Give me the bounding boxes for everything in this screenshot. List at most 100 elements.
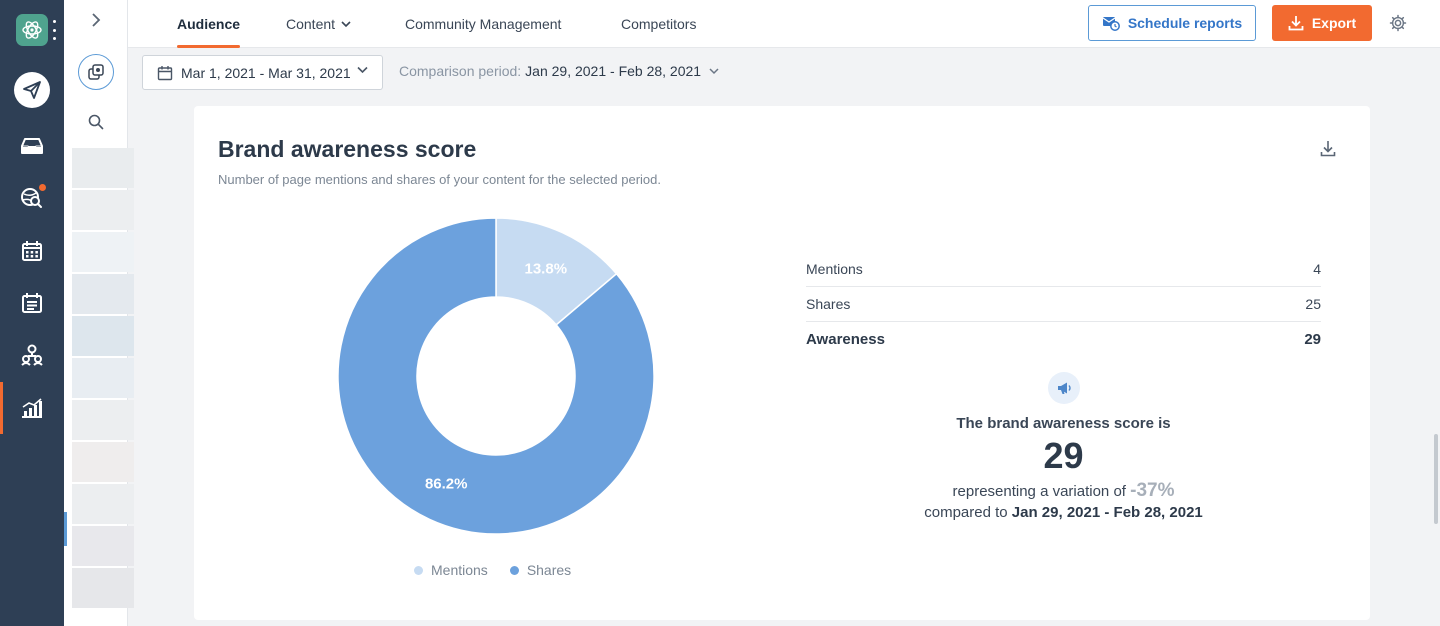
legend-swatch [509, 565, 519, 575]
slice-label-shares: 86.2% [425, 476, 468, 493]
account-thumbnail[interactable] [72, 442, 134, 482]
account-thumbnail[interactable] [72, 484, 134, 524]
team-network-icon [21, 344, 43, 366]
legend-item-shares[interactable]: Shares [509, 562, 572, 578]
metric-label: Mentions [806, 261, 863, 277]
legend-swatch [414, 565, 423, 575]
search-accounts-button[interactable] [86, 112, 106, 132]
account-thumbnail[interactable] [72, 358, 134, 398]
card-subtitle: Number of page mentions and shares of yo… [218, 172, 661, 187]
legend-label: Shares [526, 562, 572, 578]
inbox-icon [21, 138, 43, 154]
nav-inbox[interactable] [14, 128, 50, 164]
download-icon [1320, 140, 1336, 156]
tab-label: Content [286, 16, 336, 32]
metric-value: 4 [1313, 261, 1321, 277]
tab-label: Competitors [621, 16, 697, 32]
comparison-label: Comparison period: [399, 63, 522, 79]
donut-slice-shares[interactable] [337, 217, 655, 535]
comparison-line: compared to Jan 29, 2021 - Feb 28, 2021 [806, 504, 1321, 521]
slice-label-mentions: 13.8% [525, 260, 568, 277]
paper-plane-icon [23, 81, 41, 99]
compared-prefix: compared to [924, 504, 1008, 521]
account-column [64, 0, 134, 626]
settings-button[interactable] [1388, 13, 1408, 33]
bar-chart-icon [22, 398, 42, 418]
globe-search-icon [21, 188, 42, 208]
tab-community-management[interactable]: Community Management [405, 0, 561, 48]
tab-label: Audience [177, 16, 241, 32]
tab-label: Community Management [405, 16, 562, 32]
account-thumbnail[interactable] [72, 568, 134, 608]
envelope-clock-icon [1102, 17, 1120, 31]
export-label: Export [1311, 15, 1357, 31]
nav-publish[interactable] [14, 72, 50, 108]
chevron-right-icon [92, 13, 101, 27]
comparison-value: Jan 29, 2021 - Feb 28, 2021 [525, 63, 702, 79]
atom-logo-icon [22, 21, 42, 39]
variation-value: -37% [1130, 480, 1175, 501]
search-icon [88, 114, 104, 130]
more-menu-icon[interactable] [52, 20, 56, 40]
nav-calendar[interactable] [14, 233, 50, 269]
card-title: Brand awareness score [218, 136, 477, 162]
metric-row-mentions: Mentions 4 [806, 252, 1321, 287]
megaphone-icon [1057, 382, 1071, 394]
chart-legend: Mentions Shares [414, 562, 571, 578]
download-icon [1288, 16, 1304, 31]
legend-label: Mentions [431, 562, 488, 578]
nav-planner[interactable] [14, 285, 50, 321]
variation-line: representing a variation of -37% [806, 480, 1321, 502]
comparison-period-selector[interactable]: Comparison period: Jan 29, 2021 - Feb 28… [399, 63, 719, 79]
chevron-down-icon [357, 66, 368, 74]
metric-label: Awareness [806, 331, 885, 348]
selected-account-indicator [64, 512, 67, 546]
chevron-down-icon [709, 67, 719, 74]
account-selector[interactable] [78, 54, 114, 90]
date-range-value: Mar 1, 2021 - Mar 31, 2021 [181, 64, 351, 81]
variation-prefix: representing a variation of [952, 483, 1126, 500]
tab-competitors[interactable]: Competitors [621, 0, 696, 48]
tab-audience[interactable]: Audience [177, 0, 241, 48]
calendar-icon [22, 241, 42, 261]
active-tab-underline [177, 45, 241, 48]
app-logo[interactable] [16, 14, 48, 46]
accounts-icon [88, 64, 104, 80]
account-thumbnail[interactable] [72, 526, 134, 566]
account-thumbnail[interactable] [72, 148, 134, 188]
download-chart-button[interactable] [1318, 138, 1338, 158]
account-thumbnail[interactable] [72, 190, 134, 230]
schedule-reports-button[interactable]: Schedule reports [1088, 5, 1256, 41]
account-thumbnail[interactable] [72, 274, 134, 314]
brand-awareness-donut-chart: 13.8% 86.2% [337, 217, 655, 535]
schedule-reports-label: Schedule reports [1127, 15, 1243, 31]
export-button[interactable]: Export [1272, 5, 1372, 41]
brand-awareness-card: Brand awareness score Number of page men… [194, 106, 1370, 620]
legend-item-mentions[interactable]: Mentions [414, 562, 488, 578]
metric-row-awareness: Awareness 29 [806, 322, 1321, 357]
chevron-down-icon [341, 20, 351, 27]
tab-content[interactable]: Content [286, 0, 351, 48]
metric-row-shares: Shares 25 [806, 287, 1321, 322]
compared-period: Jan 29, 2021 - Feb 28, 2021 [1011, 504, 1203, 521]
nav-analytics[interactable] [14, 390, 50, 426]
active-nav-indicator [0, 382, 3, 434]
report-tab-bar: Audience Content Community Management Co… [128, 0, 1440, 48]
metric-label: Shares [806, 296, 851, 312]
awareness-summary: The brand awareness score is 29 represen… [806, 372, 1321, 521]
nav-listening[interactable] [14, 180, 50, 216]
clipboard-list-icon [22, 293, 42, 313]
awareness-score-value: 29 [1043, 435, 1084, 476]
account-thumbnail[interactable] [72, 232, 134, 272]
page-scrollbar[interactable] [1434, 434, 1438, 524]
account-thumbnail[interactable] [72, 400, 134, 440]
metrics-table: Mentions 4 Shares 25 Awareness 29 [806, 252, 1321, 357]
nav-team[interactable] [14, 337, 50, 373]
main-nav-rail [0, 0, 64, 626]
date-range-picker[interactable]: Mar 1, 2021 - Mar 31, 2021 [142, 55, 383, 90]
notification-dot [39, 184, 46, 191]
account-thumbnail[interactable] [72, 316, 134, 356]
summary-heading: The brand awareness score is [956, 415, 1171, 432]
expand-sidebar-button[interactable] [86, 10, 106, 30]
gear-icon [1389, 14, 1407, 32]
